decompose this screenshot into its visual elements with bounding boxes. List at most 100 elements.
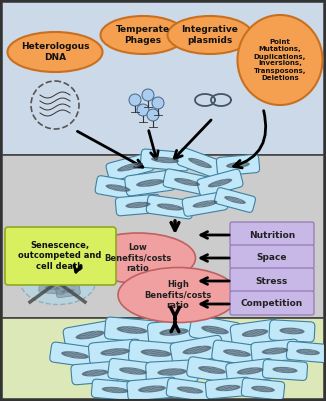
Text: High
Benefits/costs
ratio: High Benefits/costs ratio	[144, 280, 212, 310]
Ellipse shape	[226, 162, 250, 168]
Ellipse shape	[296, 349, 320, 355]
FancyBboxPatch shape	[50, 342, 100, 368]
FancyBboxPatch shape	[63, 320, 117, 350]
Ellipse shape	[119, 367, 147, 375]
FancyBboxPatch shape	[230, 245, 314, 269]
FancyBboxPatch shape	[230, 291, 314, 315]
Bar	[2, 155, 324, 318]
FancyBboxPatch shape	[128, 340, 184, 366]
FancyBboxPatch shape	[205, 377, 251, 399]
Text: Point
Mutations,
Duplications,
Inversions,
Transposons,
Deletions: Point Mutations, Duplications, Inversion…	[254, 40, 306, 81]
Ellipse shape	[40, 273, 56, 277]
Text: Space: Space	[257, 253, 287, 263]
Ellipse shape	[157, 203, 183, 211]
Ellipse shape	[102, 387, 128, 393]
Ellipse shape	[223, 349, 251, 357]
FancyBboxPatch shape	[251, 339, 299, 363]
FancyBboxPatch shape	[39, 282, 65, 294]
FancyBboxPatch shape	[262, 360, 307, 381]
Ellipse shape	[273, 367, 298, 373]
Circle shape	[129, 94, 141, 106]
Circle shape	[152, 97, 164, 109]
Ellipse shape	[61, 289, 75, 293]
FancyArrowPatch shape	[74, 265, 81, 272]
FancyBboxPatch shape	[115, 194, 161, 216]
FancyBboxPatch shape	[146, 360, 198, 384]
Ellipse shape	[100, 348, 130, 356]
FancyBboxPatch shape	[52, 270, 78, 286]
FancyArrowPatch shape	[234, 111, 266, 168]
Ellipse shape	[168, 16, 253, 54]
Text: Temperate
Phages: Temperate Phages	[116, 25, 170, 45]
FancyBboxPatch shape	[230, 268, 314, 292]
Ellipse shape	[118, 267, 238, 322]
Ellipse shape	[193, 200, 217, 208]
Bar	[2, 318, 324, 399]
FancyBboxPatch shape	[95, 176, 141, 200]
Ellipse shape	[237, 367, 263, 375]
FancyBboxPatch shape	[189, 316, 241, 344]
Ellipse shape	[151, 157, 179, 163]
Ellipse shape	[159, 328, 189, 336]
Ellipse shape	[58, 275, 72, 281]
Ellipse shape	[157, 369, 187, 376]
FancyBboxPatch shape	[212, 340, 262, 366]
FancyBboxPatch shape	[197, 169, 243, 197]
FancyBboxPatch shape	[108, 358, 158, 383]
FancyBboxPatch shape	[216, 154, 259, 176]
Ellipse shape	[201, 326, 229, 334]
FancyBboxPatch shape	[127, 377, 177, 401]
FancyBboxPatch shape	[269, 320, 315, 342]
Ellipse shape	[242, 329, 268, 337]
Ellipse shape	[45, 286, 59, 290]
Text: Senescence,
outcompeted and
cell death: Senescence, outcompeted and cell death	[18, 241, 102, 271]
Ellipse shape	[82, 369, 108, 377]
Ellipse shape	[117, 326, 147, 334]
Text: Stress: Stress	[256, 277, 288, 286]
Ellipse shape	[198, 366, 226, 374]
Ellipse shape	[208, 178, 232, 187]
Ellipse shape	[215, 385, 241, 391]
Ellipse shape	[224, 196, 246, 204]
Bar	[2, 2, 324, 155]
FancyBboxPatch shape	[146, 195, 194, 219]
Ellipse shape	[174, 178, 200, 186]
Ellipse shape	[76, 331, 105, 339]
Ellipse shape	[183, 346, 212, 354]
Ellipse shape	[81, 233, 196, 283]
Text: Integrative
plasmids: Integrative plasmids	[182, 25, 238, 45]
FancyBboxPatch shape	[5, 227, 116, 285]
FancyBboxPatch shape	[71, 361, 119, 385]
FancyBboxPatch shape	[91, 379, 139, 401]
Ellipse shape	[136, 179, 164, 187]
FancyBboxPatch shape	[241, 378, 285, 400]
FancyBboxPatch shape	[166, 378, 214, 401]
FancyBboxPatch shape	[215, 188, 256, 213]
Text: Low
Benefits/costs
ratio: Low Benefits/costs ratio	[104, 243, 171, 273]
FancyBboxPatch shape	[88, 339, 141, 365]
Ellipse shape	[251, 386, 275, 392]
FancyBboxPatch shape	[105, 317, 159, 343]
FancyBboxPatch shape	[177, 148, 223, 178]
Ellipse shape	[126, 202, 151, 208]
Ellipse shape	[138, 385, 166, 393]
FancyBboxPatch shape	[230, 319, 280, 346]
Ellipse shape	[106, 184, 130, 192]
Circle shape	[137, 104, 149, 116]
Ellipse shape	[7, 32, 102, 72]
FancyBboxPatch shape	[163, 169, 211, 195]
FancyBboxPatch shape	[287, 341, 326, 363]
Ellipse shape	[141, 349, 171, 357]
Text: Nutrition: Nutrition	[249, 231, 295, 239]
FancyBboxPatch shape	[56, 284, 81, 298]
Ellipse shape	[177, 387, 203, 393]
Ellipse shape	[188, 158, 212, 168]
Ellipse shape	[262, 348, 288, 354]
Ellipse shape	[100, 16, 185, 54]
FancyBboxPatch shape	[147, 319, 200, 345]
Text: Competition: Competition	[241, 300, 303, 308]
FancyBboxPatch shape	[106, 153, 154, 181]
FancyBboxPatch shape	[170, 335, 224, 365]
Text: Heterologous
DNA: Heterologous DNA	[21, 42, 89, 62]
Ellipse shape	[21, 259, 96, 304]
